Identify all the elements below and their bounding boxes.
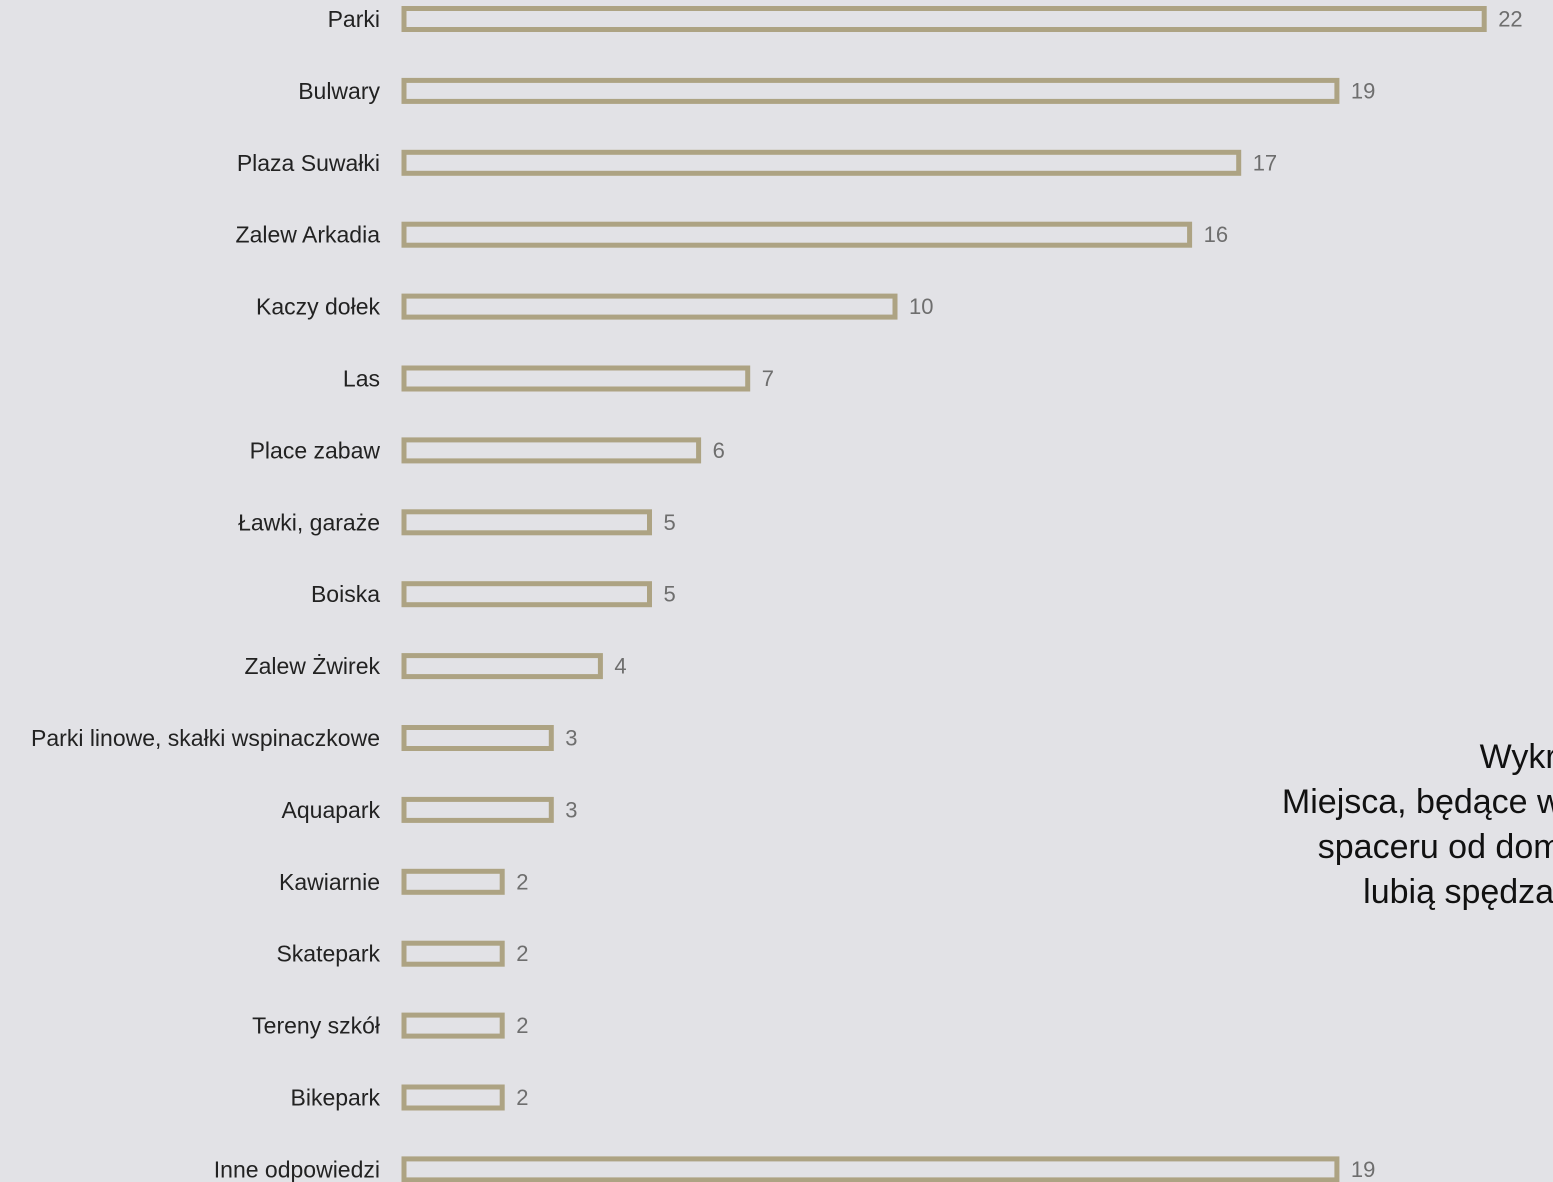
chart-title-line: spaceru od domu, gdzie badani (1317, 828, 1553, 866)
category-label: Kaczy dołek (256, 294, 381, 320)
chart-title: Wykres 4. Miejsca, będące w zasięgu 15 m… (1005, 735, 1553, 915)
value-label: 19 (1351, 1157, 1375, 1182)
bar (401, 1156, 1340, 1182)
category-label: Place zabaw (250, 437, 381, 463)
bar (401, 293, 898, 320)
bar (401, 581, 652, 608)
bar (401, 1084, 505, 1111)
category-label: Tereny szkół (252, 1013, 380, 1039)
bar (401, 6, 1487, 32)
value-label: 2 (516, 869, 528, 894)
bar (401, 437, 702, 464)
category-label: Skatepark (276, 941, 380, 967)
category-label: Zalew Żwirek (245, 653, 381, 679)
category-label: Bikepark (291, 1085, 381, 1111)
category-label: Parki (328, 6, 380, 32)
bar (401, 1012, 505, 1039)
value-label: 3 (565, 726, 577, 751)
bar (401, 149, 1242, 176)
value-label: 5 (664, 510, 676, 535)
value-label: 2 (516, 1013, 528, 1038)
value-label: 2 (516, 941, 528, 966)
category-label: Ławki, garaże (238, 509, 380, 535)
chart-title-line: Wykres 4. (1479, 738, 1553, 776)
category-label: Inne odpowiedzi (214, 1156, 380, 1182)
chart-title-line: lubią spędzać wolny czas (1363, 873, 1553, 911)
category-label: Zalew Arkadia (236, 222, 381, 248)
value-label: 17 (1253, 150, 1277, 175)
category-label: Bulwary (298, 78, 380, 104)
value-label: 16 (1204, 222, 1228, 247)
category-label: Kawiarnie (279, 869, 380, 895)
category-label: Aquapark (282, 797, 381, 823)
value-label: 7 (762, 366, 774, 391)
category-label: Boiska (311, 581, 380, 607)
value-label: 2 (516, 1085, 528, 1110)
bar (401, 77, 1340, 104)
bar (401, 653, 603, 680)
value-label: 3 (565, 797, 577, 822)
bar (401, 796, 554, 823)
bar (401, 868, 505, 895)
bar (401, 725, 554, 751)
bar (401, 940, 505, 967)
value-label: 19 (1351, 78, 1375, 103)
value-label: 22 (1498, 7, 1522, 32)
category-label: Plaza Suwałki (237, 150, 380, 176)
value-label: 10 (909, 294, 933, 319)
bar (401, 509, 652, 536)
value-label: 5 (664, 582, 676, 607)
value-label: 4 (614, 654, 626, 679)
chart-title-line: Miejsca, będące w zasięgu 15 minut (1281, 783, 1553, 821)
bar (401, 365, 751, 392)
category-label: Parki linowe, skałki wspinaczkowe (31, 725, 380, 751)
bar (401, 221, 1193, 248)
value-label: 6 (713, 438, 725, 463)
category-label: Las (343, 366, 380, 392)
